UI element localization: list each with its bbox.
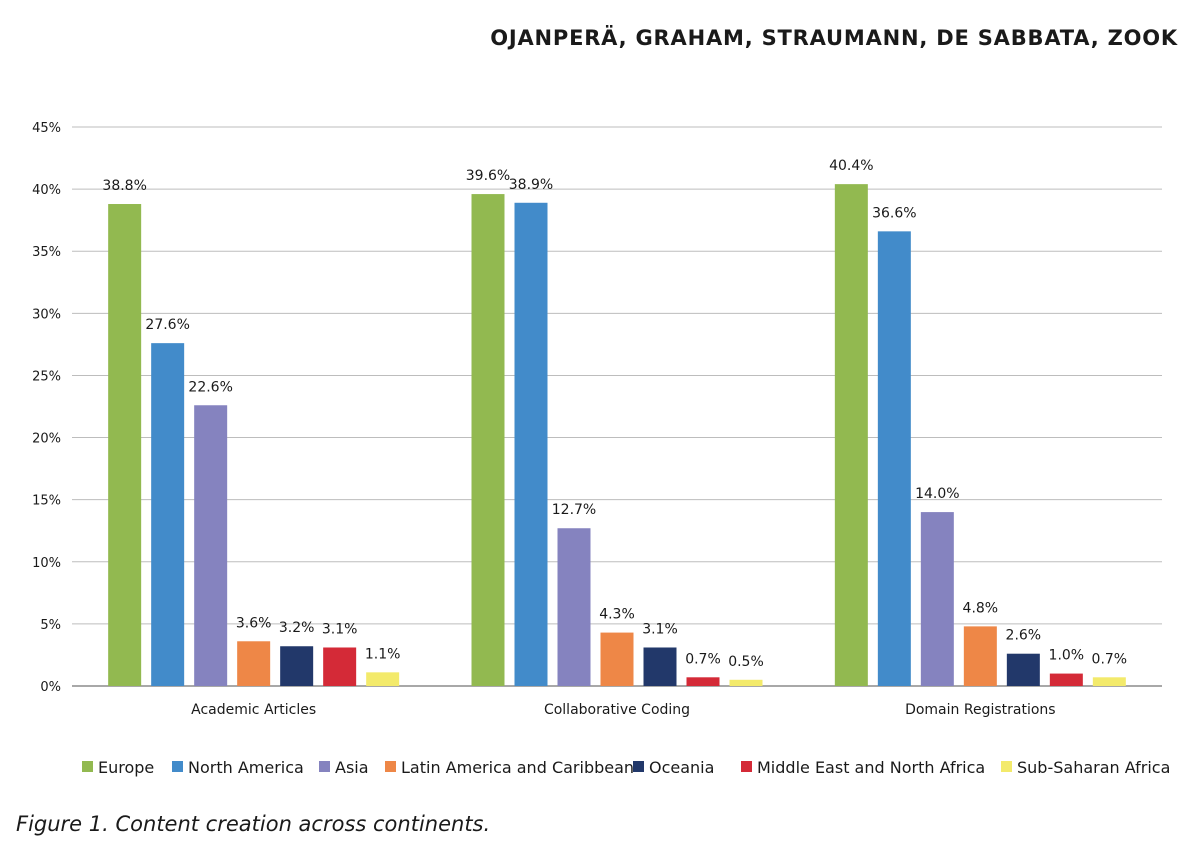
y-tick-label: 0% (40, 680, 61, 695)
bar (834, 184, 868, 687)
data-label: 3.1% (322, 621, 358, 637)
data-label: 0.7% (1092, 651, 1128, 667)
bar (366, 672, 400, 686)
legend-swatch (82, 761, 93, 772)
y-tick-label: 25% (32, 369, 61, 384)
y-tick-label: 40% (32, 183, 61, 198)
y-tick-label: 10% (32, 556, 61, 571)
data-label: 38.9% (509, 177, 553, 193)
y-tick-label: 20% (32, 432, 61, 447)
bar (877, 231, 911, 686)
bar (1006, 653, 1040, 686)
legend-item: North America (172, 758, 304, 777)
data-label: 38.8% (102, 178, 146, 194)
bar (194, 405, 228, 686)
bar (237, 641, 271, 686)
data-label: 14.0% (915, 486, 959, 502)
bar (643, 647, 677, 686)
bar (920, 512, 954, 686)
data-label: 1.1% (365, 646, 401, 662)
category-label: Domain Registrations (905, 702, 1056, 718)
legend-label: Sub-Saharan Africa (1017, 758, 1170, 777)
legend-swatch (172, 761, 183, 772)
bar (151, 343, 185, 686)
gridlines (72, 126, 1162, 687)
data-label: 0.5% (728, 654, 764, 670)
data-label: 36.6% (872, 205, 916, 221)
legend-label: Oceania (649, 758, 714, 777)
data-label: 12.7% (552, 502, 596, 518)
legend-swatch (319, 761, 330, 772)
legend-swatch (1001, 761, 1012, 772)
category-label: Academic Articles (191, 702, 316, 718)
legend-item: Europe (82, 758, 154, 777)
legend: Europe North America Asia Latin America and… (82, 758, 1170, 777)
data-label: 3.6% (236, 615, 272, 631)
figure-caption: Figure 1. Content creation across contin… (16, 812, 491, 836)
legend-item: Sub-Saharan Africa (1001, 758, 1170, 777)
y-tick-label: 5% (40, 618, 61, 633)
legend-label: Europe (98, 758, 154, 777)
legend-label: Asia (335, 758, 369, 777)
legend-item: Asia (319, 758, 369, 777)
data-label: 27.6% (145, 317, 189, 333)
y-axis-ticks: 0% 5% 10% 15% 20% 25% 30% 35% 40% 45% (32, 121, 61, 695)
bar (600, 632, 634, 686)
category-label: Collaborative Coding (544, 702, 690, 718)
y-tick-label: 35% (32, 245, 61, 260)
bar (686, 677, 720, 686)
bar (729, 679, 763, 686)
bar (280, 646, 314, 686)
data-label: 39.6% (466, 168, 510, 184)
data-label: 3.2% (279, 620, 315, 636)
bar (323, 647, 357, 686)
data-label: 1.0% (1049, 648, 1085, 664)
author-header: OJANPERÄ, GRAHAM, STRAUMANN, DE SABBATA,… (490, 26, 1178, 50)
bar (963, 626, 997, 686)
legend-label: Middle East and North Africa (757, 758, 985, 777)
data-label: 2.6% (1006, 628, 1042, 644)
data-label: 40.4% (829, 158, 873, 174)
data-label: 0.7% (685, 651, 721, 667)
y-tick-label: 45% (32, 121, 61, 136)
data-label: 22.6% (188, 379, 232, 395)
data-labels: 38.8% 27.6% 22.6% 3.6% 3.2% 3.1% 1.1% 39.6%38.9… (102, 158, 1127, 670)
legend-label: Latin America and Caribbean (401, 758, 634, 777)
bar (514, 202, 548, 686)
bar (1092, 677, 1126, 686)
legend-swatch (385, 761, 396, 772)
bar (557, 528, 591, 686)
legend-item: Oceania (633, 758, 714, 777)
legend-swatch (633, 761, 644, 772)
bar (1049, 673, 1083, 686)
bar (471, 194, 505, 686)
data-label: 4.8% (963, 600, 999, 616)
legend-swatch (741, 761, 752, 772)
y-tick-label: 15% (32, 494, 61, 509)
legend-item: Latin America and Caribbean (385, 758, 634, 777)
bars (108, 184, 1126, 687)
legend-item: Middle East and North Africa (741, 758, 985, 777)
data-label: 4.3% (599, 607, 635, 623)
bar (108, 204, 142, 687)
x-axis-categories: Academic Articles Collaborative Coding Dom… (191, 702, 1055, 718)
y-tick-label: 30% (32, 307, 61, 322)
bar-chart: 0% 5% 10% 15% 20% 25% 30% 35% 40% 45% 38.8% 27.6% 2… (32, 121, 1170, 777)
data-label: 3.1% (642, 621, 678, 637)
legend-label: North America (188, 758, 304, 777)
